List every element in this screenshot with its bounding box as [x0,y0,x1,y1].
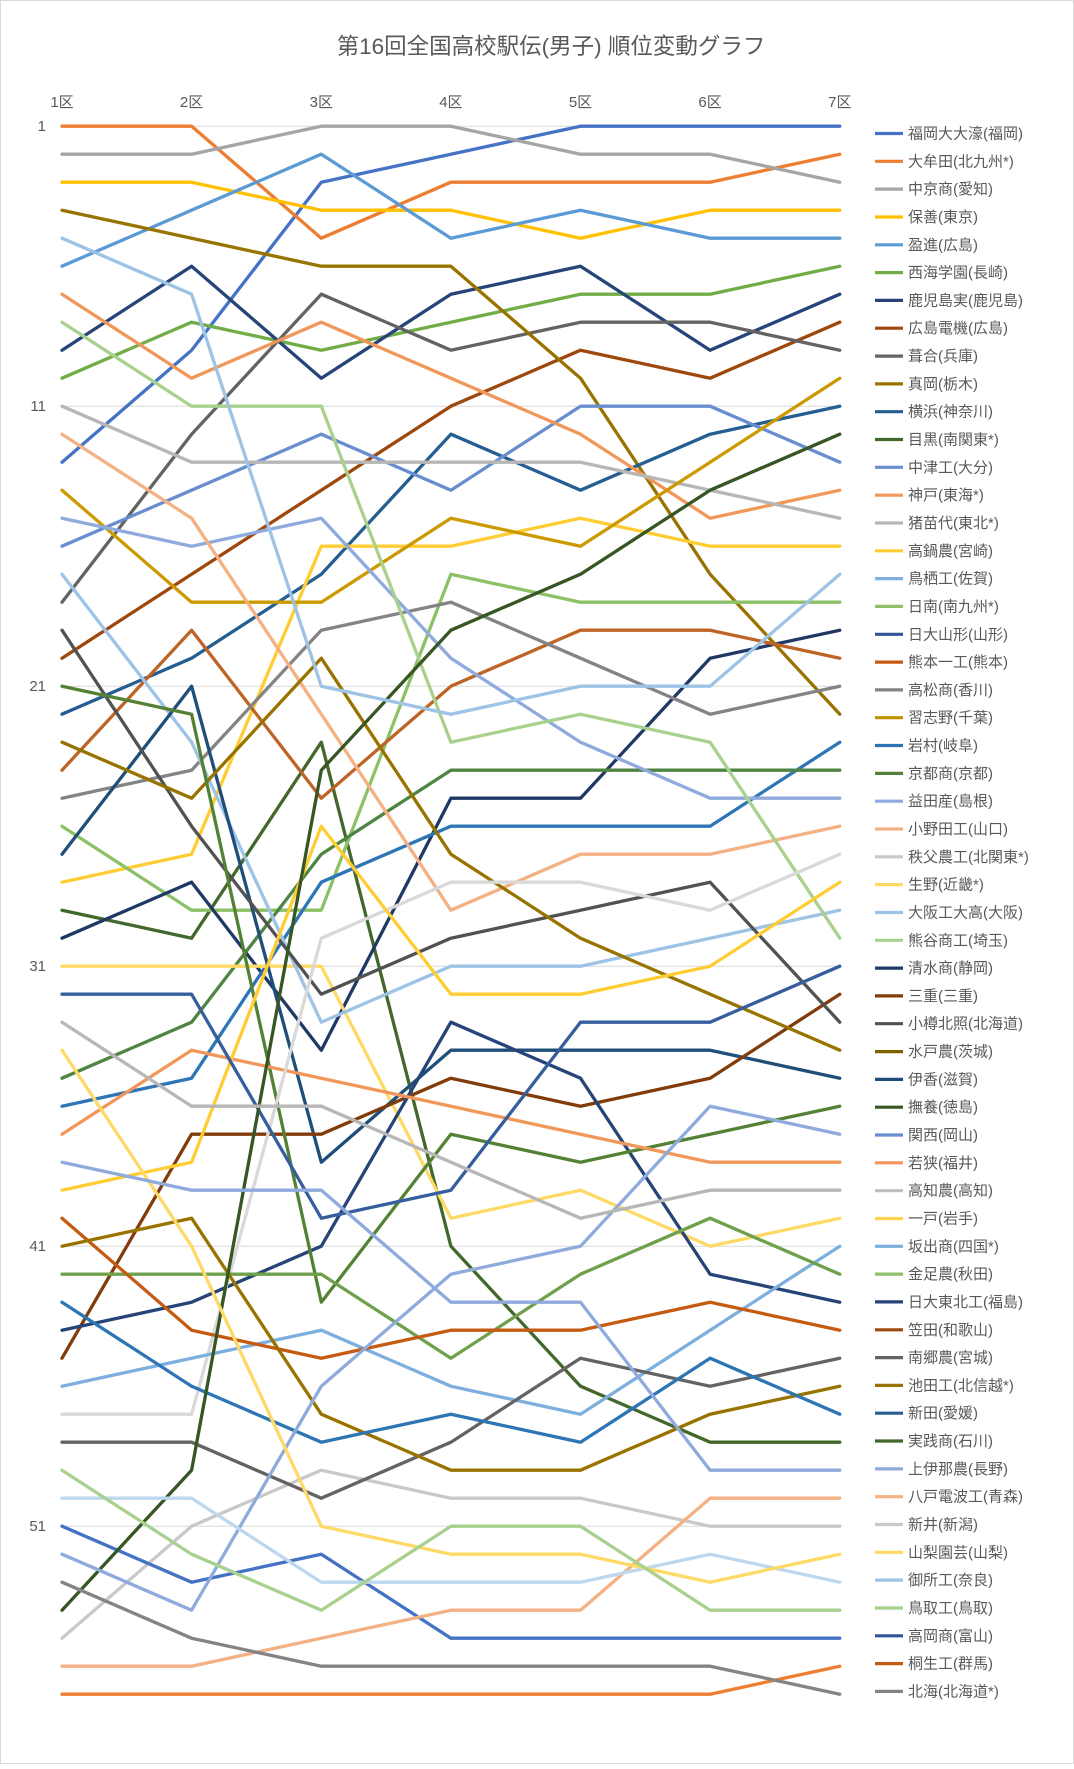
svg-text:熊本一工(熊本): 熊本一工(熊本) [908,654,1008,671]
svg-text:中津工(大分): 中津工(大分) [908,459,993,476]
svg-text:鳥取工(鳥取): 鳥取工(鳥取) [908,1599,993,1617]
svg-text:日大東北工(福島): 日大東北工(福島) [908,1294,1023,1311]
svg-text:山梨園芸(山梨): 山梨園芸(山梨) [908,1544,1008,1561]
svg-text:31: 31 [29,958,46,975]
svg-text:1区: 1区 [50,94,73,111]
svg-text:撫養(徳島): 撫養(徳島) [908,1099,978,1116]
svg-text:2区: 2区 [180,94,203,111]
svg-text:高鍋農(宮崎): 高鍋農(宮崎) [908,543,993,560]
svg-text:笠田(和歌山): 笠田(和歌山) [908,1322,993,1339]
svg-text:日大山形(山形): 日大山形(山形) [908,626,1008,643]
svg-text:大阪工大高(大阪): 大阪工大高(大阪) [908,905,1023,922]
svg-text:6区: 6区 [698,94,721,111]
svg-text:41: 41 [29,1238,46,1255]
svg-text:7区: 7区 [828,94,851,111]
svg-text:関西(岡山): 関西(岡山) [908,1127,978,1144]
svg-text:新井(新潟): 新井(新潟) [908,1517,978,1534]
svg-text:横浜(神奈川): 横浜(神奈川) [908,404,993,421]
svg-text:新田(愛媛): 新田(愛媛) [908,1405,978,1422]
svg-text:一戸(岩手): 一戸(岩手) [908,1211,978,1228]
svg-text:生野(近畿*): 生野(近畿*) [908,877,984,894]
svg-text:大牟田(北九州*): 大牟田(北九州*) [908,153,1014,170]
svg-text:盈進(広島): 盈進(広島) [908,237,978,254]
svg-text:京都商(京都): 京都商(京都) [908,765,993,782]
svg-text:高知農(高知): 高知農(高知) [908,1183,993,1200]
svg-text:広島電機(広島): 広島電機(広島) [908,320,1008,337]
svg-text:金足農(秋田): 金足農(秋田) [908,1266,993,1283]
svg-text:猪苗代(東北*): 猪苗代(東北*) [908,515,999,532]
svg-text:高松商(香川): 高松商(香川) [908,682,993,699]
svg-text:熊谷商工(埼玉): 熊谷商工(埼玉) [908,932,1008,949]
svg-text:高岡商(富山): 高岡商(富山) [908,1627,993,1645]
svg-text:51: 51 [29,1518,46,1535]
svg-text:1: 1 [38,118,46,135]
svg-text:小樽北照(北海道): 小樽北照(北海道) [908,1016,1023,1033]
svg-text:鳥栖工(佐賀): 鳥栖工(佐賀) [908,570,993,588]
svg-text:上伊那農(長野): 上伊那農(長野) [908,1461,1008,1478]
svg-text:若狭(福井): 若狭(福井) [908,1155,978,1172]
svg-text:目黒(南関東*): 目黒(南関東*) [908,432,999,449]
svg-text:西海学園(長崎): 西海学園(長崎) [908,265,1008,282]
svg-text:21: 21 [29,678,46,695]
svg-text:福岡大大濠(福岡): 福岡大大濠(福岡) [908,125,1023,143]
svg-text:桐生工(群馬): 桐生工(群馬) [908,1656,993,1673]
svg-text:習志野(千葉): 習志野(千葉) [908,710,993,727]
svg-text:清水商(静岡): 清水商(静岡) [908,960,993,977]
svg-text:実践商(石川): 実践商(石川) [908,1433,993,1450]
svg-text:坂出商(四国*): 坂出商(四国*) [908,1238,999,1255]
svg-text:保善(東京): 保善(東京) [908,209,978,226]
svg-text:真岡(栃木): 真岡(栃木) [908,375,978,393]
svg-text:鹿児島実(鹿児島): 鹿児島実(鹿児島) [908,292,1023,309]
svg-text:神戸(東海*): 神戸(東海*) [908,487,984,504]
svg-text:水戸農(茨城): 水戸農(茨城) [908,1044,993,1061]
svg-text:御所工(奈良): 御所工(奈良) [908,1572,993,1589]
svg-text:第16回全国高校駅伝(男子) 順位変動グラフ: 第16回全国高校駅伝(男子) 順位変動グラフ [337,34,766,59]
svg-text:11: 11 [30,398,46,415]
svg-text:益田産(島根): 益田産(島根) [908,793,993,810]
svg-text:小野田工(山口): 小野田工(山口) [908,821,1008,838]
svg-text:日南(南九州*): 日南(南九州*) [908,598,999,615]
svg-text:4区: 4区 [439,94,462,111]
svg-text:中京商(愛知): 中京商(愛知) [908,181,993,198]
svg-text:葺合(兵庫): 葺合(兵庫) [908,348,978,365]
svg-text:秩父農工(北関東*): 秩父農工(北関東*) [908,849,1029,866]
svg-text:岩村(岐阜): 岩村(岐阜) [908,738,978,755]
svg-text:3区: 3区 [310,94,333,111]
svg-text:八戸電波工(青森): 八戸電波工(青森) [908,1489,1023,1506]
svg-text:北海(北海道*): 北海(北海道*) [908,1683,999,1700]
svg-text:伊香(滋賀): 伊香(滋賀) [908,1071,978,1088]
svg-text:南郷農(宮城): 南郷農(宮城) [908,1350,993,1367]
svg-text:三重(三重): 三重(三重) [908,988,978,1005]
svg-text:池田工(北信越*): 池田工(北信越*) [908,1377,1014,1394]
svg-text:5区: 5区 [569,94,592,111]
